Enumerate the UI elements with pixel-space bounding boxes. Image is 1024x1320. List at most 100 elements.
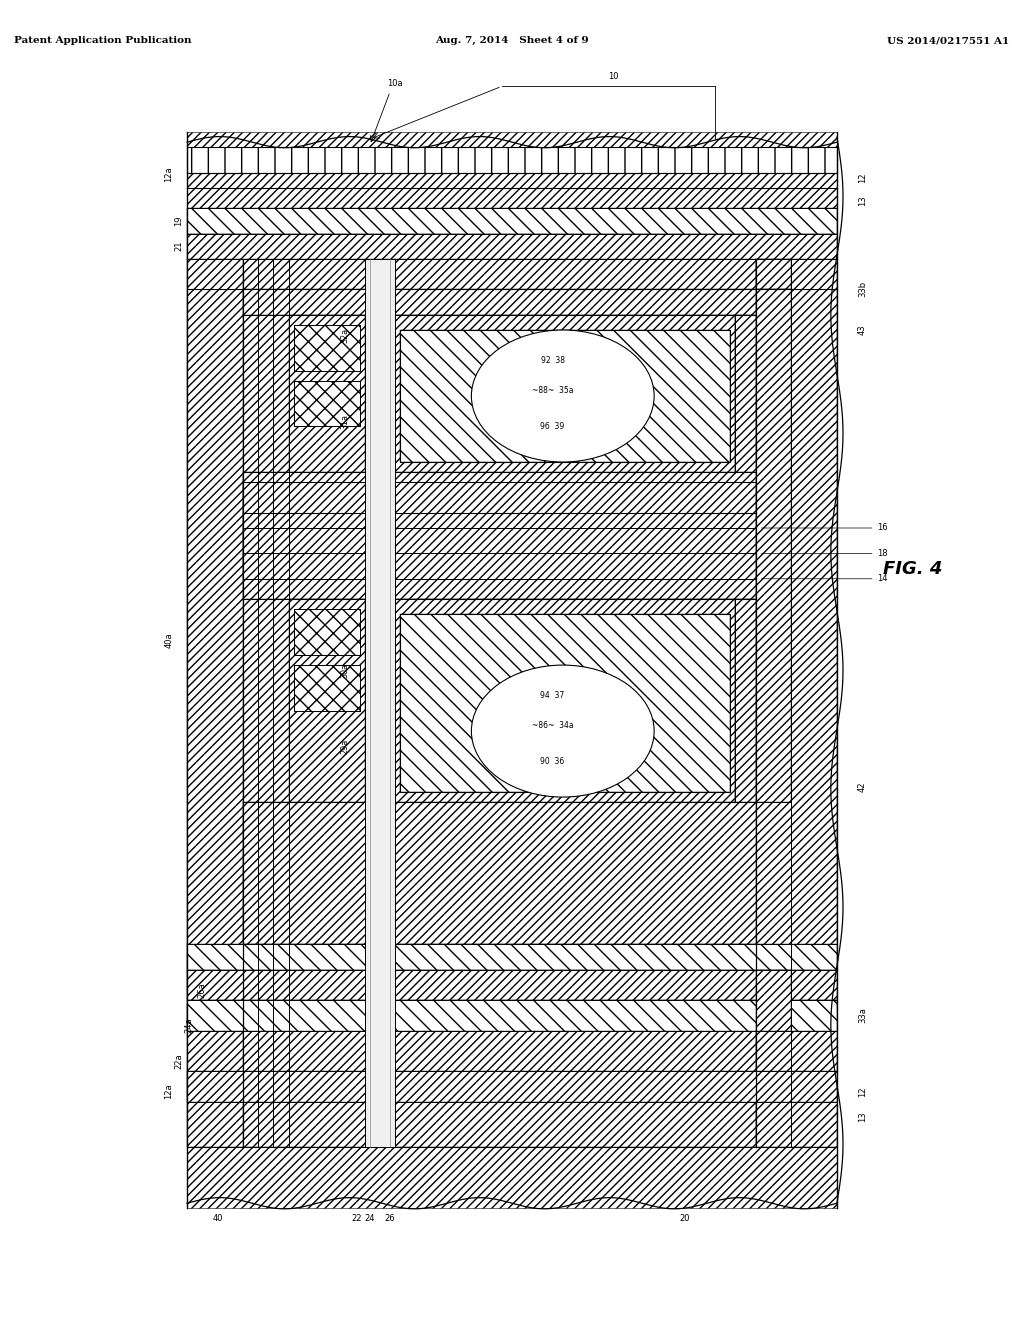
Text: ~88~  35a: ~88~ 35a xyxy=(531,387,573,396)
Bar xyxy=(395,314,735,473)
Bar xyxy=(187,259,243,1147)
Bar xyxy=(187,970,837,1001)
Bar xyxy=(187,1072,837,1102)
Bar xyxy=(294,380,359,426)
Bar xyxy=(187,209,837,234)
Text: 12a: 12a xyxy=(164,1084,173,1100)
Bar xyxy=(756,259,837,1147)
Bar xyxy=(243,473,756,599)
Text: FIG. 4: FIG. 4 xyxy=(884,560,943,578)
Text: Patent Application Publication: Patent Application Publication xyxy=(14,36,191,45)
Bar xyxy=(243,803,756,944)
Bar xyxy=(187,259,243,1147)
Text: 42: 42 xyxy=(858,781,866,792)
Bar xyxy=(294,610,359,655)
Text: 13: 13 xyxy=(858,195,866,206)
Bar xyxy=(400,330,730,462)
Bar xyxy=(294,610,359,655)
Text: 94  37: 94 37 xyxy=(541,692,565,700)
Bar xyxy=(735,314,756,473)
Text: 14: 14 xyxy=(762,574,888,583)
Text: 12: 12 xyxy=(858,173,866,183)
Bar xyxy=(365,259,395,1147)
Bar xyxy=(294,380,359,426)
Bar xyxy=(756,970,792,1031)
Bar xyxy=(243,482,756,578)
Bar xyxy=(294,665,359,710)
Text: 16: 16 xyxy=(762,524,888,532)
Text: 10a: 10a xyxy=(387,79,403,87)
Bar xyxy=(243,259,756,1147)
Bar xyxy=(187,944,837,970)
Text: 21: 21 xyxy=(174,240,183,251)
Bar xyxy=(400,614,730,792)
Text: 92  38: 92 38 xyxy=(541,356,564,364)
Bar xyxy=(395,314,735,473)
Text: Aug. 7, 2014   Sheet 4 of 9: Aug. 7, 2014 Sheet 4 of 9 xyxy=(435,36,589,45)
Text: 24a: 24a xyxy=(184,1018,194,1034)
Text: 40a: 40a xyxy=(164,632,173,648)
Text: 20: 20 xyxy=(679,1214,690,1222)
Text: 24: 24 xyxy=(365,1214,375,1222)
Bar xyxy=(756,289,792,803)
Text: US 2014/0217551 A1: US 2014/0217551 A1 xyxy=(887,36,1010,45)
Bar xyxy=(400,330,730,462)
Bar xyxy=(187,1001,837,1031)
Text: 26: 26 xyxy=(385,1214,395,1222)
Text: 19: 19 xyxy=(174,215,183,226)
Bar xyxy=(289,314,365,473)
Bar xyxy=(187,1001,837,1031)
Bar xyxy=(187,148,837,173)
Text: 33a: 33a xyxy=(858,1007,866,1023)
Ellipse shape xyxy=(471,665,654,797)
Text: 12: 12 xyxy=(858,1086,866,1097)
Bar xyxy=(289,599,365,803)
Bar xyxy=(187,1072,837,1102)
Bar xyxy=(756,289,792,803)
Bar xyxy=(243,803,756,944)
Text: 90  36: 90 36 xyxy=(541,758,565,766)
Text: 32a: 32a xyxy=(340,327,349,343)
Text: 22a: 22a xyxy=(174,1053,183,1069)
Bar xyxy=(187,209,837,234)
Text: 43: 43 xyxy=(858,325,866,335)
Bar xyxy=(289,314,365,473)
Bar xyxy=(756,259,792,289)
Text: 18: 18 xyxy=(762,549,888,558)
Bar xyxy=(243,289,756,314)
Bar xyxy=(187,148,837,173)
Text: 12a: 12a xyxy=(164,166,173,182)
Bar xyxy=(243,289,756,314)
Bar xyxy=(294,665,359,710)
Bar xyxy=(756,259,792,289)
Bar xyxy=(395,599,735,803)
Text: 96  39: 96 39 xyxy=(541,422,565,430)
Text: 22: 22 xyxy=(351,1214,361,1222)
Bar xyxy=(395,599,735,803)
Bar xyxy=(187,234,837,259)
Bar xyxy=(735,599,756,803)
Text: 29a: 29a xyxy=(340,739,349,754)
Bar xyxy=(187,132,837,1208)
Bar xyxy=(400,614,730,792)
Bar xyxy=(735,314,756,473)
Bar xyxy=(294,325,359,371)
Bar xyxy=(187,234,837,259)
Text: 26a: 26a xyxy=(198,982,207,998)
Bar xyxy=(243,482,756,578)
Bar xyxy=(243,473,756,599)
Bar xyxy=(289,599,365,803)
Bar xyxy=(187,944,837,970)
Text: 31a: 31a xyxy=(340,414,349,429)
Text: ~86~  34a: ~86~ 34a xyxy=(531,722,573,730)
Bar xyxy=(187,970,837,1001)
Ellipse shape xyxy=(471,330,654,462)
Text: 40: 40 xyxy=(212,1214,223,1222)
Text: 10: 10 xyxy=(608,71,618,81)
Text: 33b: 33b xyxy=(858,281,866,297)
Bar xyxy=(735,599,756,803)
Bar xyxy=(756,259,837,1147)
Text: 13: 13 xyxy=(858,1111,866,1122)
Text: 30a: 30a xyxy=(340,663,349,677)
Bar xyxy=(756,970,792,1031)
